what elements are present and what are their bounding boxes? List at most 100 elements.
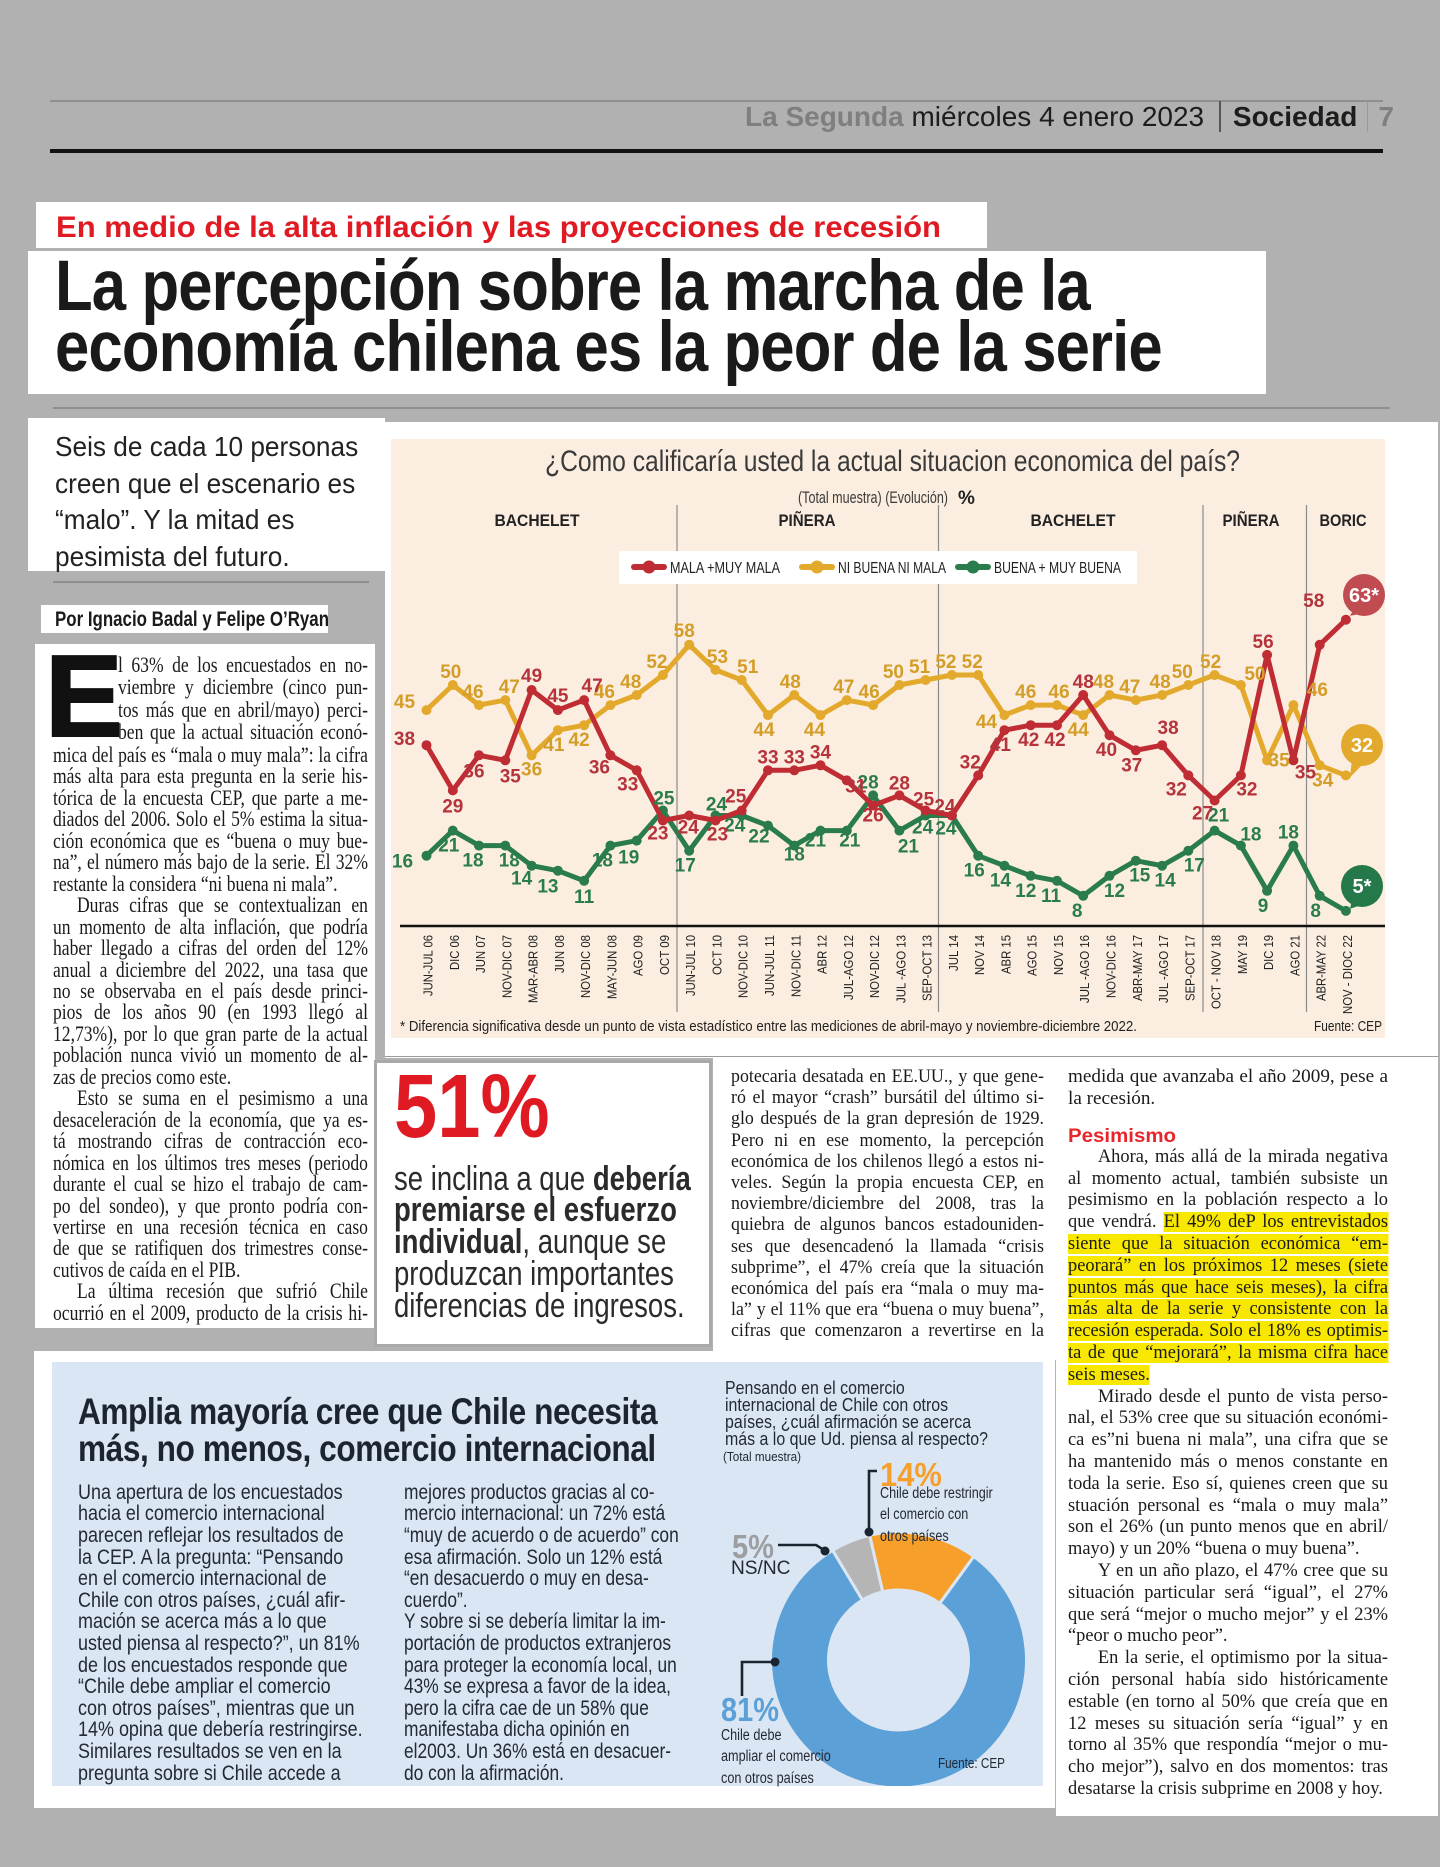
svg-text:42: 42 [1044, 730, 1065, 751]
svg-text:41: 41 [543, 735, 565, 756]
svg-text:24: 24 [934, 797, 956, 818]
svg-text:MAR-ABR 08: MAR-ABR 08 [526, 935, 541, 1003]
svg-text:AGO 21: AGO 21 [1287, 935, 1302, 976]
svg-text:46: 46 [859, 682, 880, 703]
svg-text:24: 24 [935, 819, 957, 840]
svg-text:DIC 19: DIC 19 [1261, 935, 1276, 970]
svg-text:45: 45 [547, 686, 569, 707]
svg-text:JUN-JUL 11: JUN-JUL 11 [762, 935, 777, 996]
svg-text:48: 48 [1150, 672, 1171, 693]
svg-text:36: 36 [521, 759, 542, 780]
svg-text:21: 21 [898, 837, 920, 858]
svg-text:16: 16 [964, 861, 985, 882]
svg-text:35: 35 [1269, 750, 1291, 771]
svg-text:21: 21 [438, 836, 460, 857]
svg-text:SEP-OCT 13: SEP-OCT 13 [920, 935, 935, 1001]
svg-text:(Total muestra) (Evolución): (Total muestra) (Evolución) [798, 489, 948, 507]
svg-text:NOV-DIC 11: NOV-DIC 11 [788, 935, 803, 997]
svg-text:46: 46 [1015, 682, 1036, 703]
svg-text:41: 41 [990, 735, 1012, 756]
svg-text:27: 27 [1192, 804, 1213, 825]
svg-text:17: 17 [675, 856, 696, 877]
svg-text:NOV-DIC 16: NOV-DIC 16 [1104, 935, 1119, 998]
svg-text:NOV 14: NOV 14 [972, 935, 987, 975]
svg-text:37: 37 [1121, 755, 1142, 776]
svg-text:12: 12 [1104, 881, 1125, 902]
svg-text:46: 46 [594, 682, 615, 703]
svg-text:47: 47 [833, 677, 854, 698]
svg-text:44: 44 [976, 712, 998, 733]
svg-text:PIÑERA: PIÑERA [779, 510, 836, 530]
svg-text:33: 33 [617, 774, 638, 795]
svg-text:48: 48 [1093, 672, 1114, 693]
svg-text:21: 21 [1208, 806, 1230, 827]
svg-text:%: % [958, 488, 975, 509]
svg-text:44: 44 [1068, 720, 1090, 741]
svg-text:NOV-DIC 12: NOV-DIC 12 [867, 935, 882, 998]
svg-text:18: 18 [462, 851, 483, 872]
svg-text:14: 14 [990, 871, 1012, 892]
svg-text:* Diferencia significativa des: * Diferencia significativa desde un punt… [400, 1018, 1137, 1035]
svg-text:32: 32 [1351, 735, 1373, 757]
svg-text:52: 52 [646, 652, 667, 673]
svg-text:35: 35 [500, 766, 522, 787]
svg-text:ABR 12: ABR 12 [815, 935, 830, 974]
svg-text:44: 44 [753, 720, 775, 741]
svg-text:JUN-JUL 06: JUN-JUL 06 [421, 935, 436, 996]
svg-text:38: 38 [394, 729, 415, 750]
svg-text:36: 36 [589, 757, 610, 778]
svg-text:51: 51 [737, 657, 759, 678]
svg-text:29: 29 [442, 796, 463, 817]
svg-text:AGO 15: AGO 15 [1025, 935, 1040, 976]
svg-text:ABR 15: ABR 15 [998, 935, 1013, 974]
svg-text:15: 15 [1129, 866, 1151, 887]
svg-text:44: 44 [804, 720, 826, 741]
svg-text:Fuente: CEP: Fuente: CEP [1314, 1018, 1382, 1035]
svg-text:OCT 09: OCT 09 [657, 935, 672, 975]
svg-text:47: 47 [499, 677, 520, 698]
svg-text:18: 18 [592, 851, 613, 872]
svg-text:JUN 07: JUN 07 [473, 935, 488, 973]
svg-text:49: 49 [521, 666, 542, 687]
svg-text:32: 32 [1166, 779, 1187, 800]
svg-text:23: 23 [707, 825, 728, 846]
svg-text:NOV-DIC 10: NOV-DIC 10 [736, 935, 751, 998]
svg-text:46: 46 [1307, 680, 1328, 701]
svg-text:JUL -AGO 16: JUL -AGO 16 [1077, 935, 1092, 1003]
svg-text:ABR-MAY 22: ABR-MAY 22 [1314, 935, 1329, 1001]
svg-text:MAY-JUN 08: MAY-JUN 08 [604, 935, 619, 999]
svg-text:33: 33 [784, 747, 805, 768]
svg-text:50: 50 [883, 662, 904, 683]
svg-text:28: 28 [889, 773, 910, 794]
svg-text:24: 24 [706, 795, 728, 816]
svg-text:5*: 5* [1353, 876, 1372, 898]
svg-text:JUN-JUL 10: JUN-JUL 10 [683, 935, 698, 996]
svg-text:25: 25 [725, 787, 747, 808]
svg-text:17: 17 [1184, 856, 1205, 877]
svg-text:DIC 06: DIC 06 [447, 935, 462, 970]
svg-text:BUENA + MUY BUENA: BUENA + MUY BUENA [994, 560, 1122, 577]
svg-text:36: 36 [463, 761, 484, 782]
svg-text:JUL 14: JUL 14 [946, 935, 961, 971]
svg-text:52: 52 [962, 652, 983, 673]
svg-text:46: 46 [1048, 682, 1069, 703]
svg-text:14: 14 [1155, 871, 1177, 892]
svg-text:40: 40 [1096, 740, 1117, 761]
svg-text:11: 11 [574, 887, 595, 908]
svg-text:JUL -AGO 13: JUL -AGO 13 [893, 935, 908, 1003]
svg-text:21: 21 [805, 831, 827, 852]
svg-text:22: 22 [748, 827, 769, 848]
svg-text:12: 12 [1015, 881, 1036, 902]
svg-text:8: 8 [1310, 901, 1321, 922]
svg-text:NI BUENA NI MALA: NI BUENA NI MALA [838, 560, 947, 577]
svg-text:63*: 63* [1349, 585, 1379, 607]
svg-text:ABR-MAY 17: ABR-MAY 17 [1130, 935, 1145, 1001]
svg-text:JUN 08: JUN 08 [552, 935, 567, 973]
svg-text:19: 19 [618, 848, 639, 869]
svg-text:11: 11 [1041, 886, 1062, 907]
svg-text:47: 47 [1119, 677, 1140, 698]
svg-text:NOV-DIC 07: NOV-DIC 07 [499, 935, 514, 998]
svg-text:50: 50 [1244, 664, 1265, 685]
svg-text:PIÑERA: PIÑERA [1223, 510, 1280, 530]
svg-text:¿Como calificaría usted la act: ¿Como calificaría usted la actual situac… [545, 445, 1240, 478]
